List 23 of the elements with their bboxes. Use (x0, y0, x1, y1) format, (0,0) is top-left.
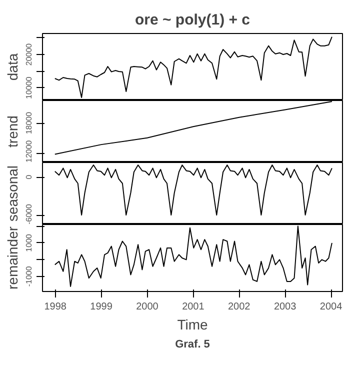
x-tick-label: 2000 (136, 302, 159, 312)
y-axis-title: data (4, 53, 20, 81)
y-axis-title: remainder (4, 226, 20, 290)
chart-title: ore ~ poly(1) + c (134, 12, 250, 28)
x-tick-label: 1998 (44, 302, 67, 312)
x-tick-label: 2002 (228, 302, 251, 312)
x-tick-label: 2003 (274, 302, 297, 312)
x-tick-label: 2001 (182, 302, 205, 312)
y-tick-label: 18000 (24, 111, 34, 134)
y-tick-label: 10000 (24, 76, 34, 99)
x-axis-title: Time (177, 316, 208, 332)
y-axis-title: seasonal (4, 165, 20, 222)
text: Graf. 5 (175, 338, 210, 350)
x-tick-label: 2004 (320, 302, 343, 312)
y-tick-label: 1000 (24, 233, 34, 252)
x-tick-label: 1999 (90, 302, 113, 312)
y-tick-label: 12000 (24, 140, 34, 162)
y-axis-title: trend (4, 116, 20, 148)
y-tick-label: -1000 (24, 266, 34, 287)
y-tick-label: 20000 (24, 42, 34, 66)
y-tick-label: 0 (24, 174, 34, 180)
y-tick-label: -6000 (24, 203, 34, 224)
line-series (54, 164, 332, 216)
